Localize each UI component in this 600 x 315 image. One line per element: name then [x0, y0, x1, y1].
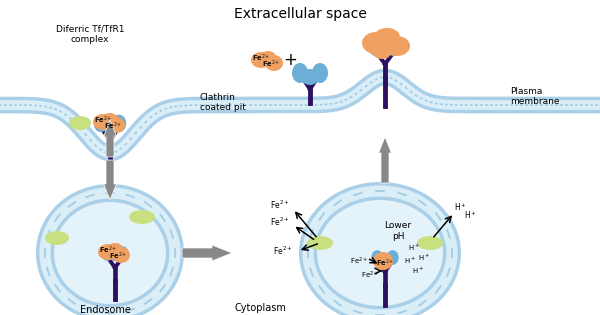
- Ellipse shape: [308, 191, 452, 315]
- FancyArrow shape: [182, 245, 232, 261]
- Ellipse shape: [107, 243, 123, 255]
- Ellipse shape: [307, 236, 333, 250]
- Ellipse shape: [101, 246, 113, 261]
- Text: Plasma
membrane: Plasma membrane: [510, 87, 560, 106]
- Ellipse shape: [112, 115, 126, 132]
- Ellipse shape: [98, 244, 118, 260]
- Ellipse shape: [260, 51, 276, 63]
- Ellipse shape: [102, 113, 118, 125]
- Text: Fe$^{2+}$: Fe$^{2+}$: [270, 216, 290, 228]
- Text: H$^+$: H$^+$: [412, 266, 424, 276]
- Text: Fe$^{2+}$: Fe$^{2+}$: [273, 245, 293, 257]
- Text: Fe$^{2+}$: Fe$^{2+}$: [252, 52, 270, 64]
- Text: +: +: [283, 51, 297, 69]
- Ellipse shape: [301, 69, 319, 85]
- Ellipse shape: [362, 32, 390, 54]
- Ellipse shape: [386, 250, 398, 265]
- Text: H$^+$: H$^+$: [454, 201, 466, 213]
- Text: Clathrin
coated pit: Clathrin coated pit: [200, 93, 246, 112]
- Ellipse shape: [379, 254, 392, 265]
- Text: Diferric Tf/TfR1
complex: Diferric Tf/TfR1 complex: [56, 25, 124, 44]
- FancyArrow shape: [104, 160, 116, 200]
- Ellipse shape: [102, 119, 118, 132]
- Ellipse shape: [45, 231, 69, 245]
- Text: Fe$^{2+}$: Fe$^{2+}$: [109, 250, 127, 262]
- Ellipse shape: [112, 247, 130, 263]
- Ellipse shape: [373, 252, 393, 270]
- Text: Fe$^{2+}$: Fe$^{2+}$: [270, 199, 290, 211]
- Text: Fe$^{2+}$: Fe$^{2+}$: [262, 58, 280, 70]
- Ellipse shape: [312, 63, 328, 83]
- Text: H$^+$: H$^+$: [464, 209, 476, 221]
- Text: Fe$^{2+}$: Fe$^{2+}$: [361, 269, 379, 281]
- Ellipse shape: [93, 114, 113, 130]
- FancyArrow shape: [104, 120, 116, 157]
- Ellipse shape: [129, 210, 155, 224]
- FancyArrow shape: [379, 137, 391, 183]
- Text: H$^+$: H$^+$: [404, 256, 416, 266]
- Text: Cytoplasm: Cytoplasm: [234, 303, 286, 313]
- Ellipse shape: [69, 116, 91, 130]
- Text: Lower
pH: Lower pH: [385, 221, 412, 241]
- Ellipse shape: [107, 117, 125, 133]
- Ellipse shape: [45, 193, 175, 313]
- Text: Fe$^{2+}$: Fe$^{2+}$: [99, 244, 117, 256]
- Ellipse shape: [371, 250, 383, 265]
- Ellipse shape: [369, 39, 383, 56]
- Ellipse shape: [417, 236, 443, 250]
- Text: H$^+$: H$^+$: [418, 253, 430, 263]
- Text: Fe$^{2+}$: Fe$^{2+}$: [94, 114, 112, 126]
- Ellipse shape: [377, 43, 393, 56]
- Ellipse shape: [109, 250, 122, 261]
- Ellipse shape: [374, 28, 400, 46]
- Ellipse shape: [387, 39, 401, 56]
- Text: Fe$^{2+}$: Fe$^{2+}$: [350, 255, 368, 267]
- Ellipse shape: [384, 36, 410, 56]
- Ellipse shape: [265, 55, 283, 71]
- Ellipse shape: [116, 246, 128, 261]
- Text: Endosome: Endosome: [80, 305, 131, 315]
- Ellipse shape: [292, 63, 308, 83]
- Text: H$^+$: H$^+$: [408, 243, 420, 253]
- Ellipse shape: [372, 43, 392, 59]
- Ellipse shape: [94, 115, 108, 132]
- Text: Extracellular space: Extracellular space: [233, 7, 367, 21]
- Text: Fe$^{2+}$: Fe$^{2+}$: [376, 257, 394, 269]
- Ellipse shape: [251, 52, 271, 68]
- Text: Fe$^{2+}$: Fe$^{2+}$: [104, 120, 122, 132]
